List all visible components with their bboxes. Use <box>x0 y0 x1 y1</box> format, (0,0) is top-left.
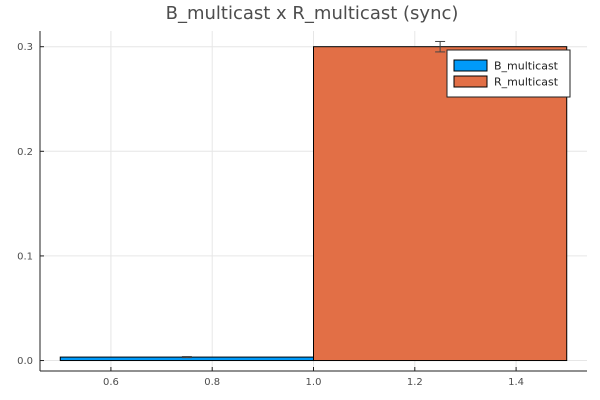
x-tick-label-4: 1.4 <box>508 377 524 388</box>
y-tick-label-0: 0.0 <box>17 356 33 367</box>
legend-swatch-B_multicast <box>453 59 488 72</box>
x-tick-label-3: 1.2 <box>407 377 423 388</box>
x-tick-label-1: 0.8 <box>204 377 220 388</box>
error-bar-B_multicast <box>181 356 192 359</box>
bars <box>59 46 568 362</box>
legend-label-R_multicast: R_multicast <box>494 76 559 89</box>
bar-R_multicast <box>313 46 568 362</box>
axes <box>39 31 587 372</box>
tick-labels: 0.6 0.8 1.0 1.2 1.4 0.0 0.1 0.2 0.3 <box>17 42 524 388</box>
error-bars <box>181 40 446 359</box>
y-tick-label-2: 0.2 <box>17 147 33 158</box>
legend-label-B_multicast: B_multicast <box>494 60 559 73</box>
legend: B_multicast R_multicast <box>446 49 571 98</box>
chart-title: B_multicast x R_multicast (sync) <box>166 3 459 24</box>
error-bar-R_multicast <box>435 40 446 53</box>
legend-swatch-R_multicast <box>453 75 488 88</box>
x-tick-label-2: 1.0 <box>306 377 322 388</box>
legend-box <box>446 49 571 98</box>
y-tick-label-1: 0.1 <box>17 251 33 262</box>
x-tick-label-0: 0.6 <box>103 377 119 388</box>
y-tick-label-3: 0.3 <box>17 42 33 53</box>
